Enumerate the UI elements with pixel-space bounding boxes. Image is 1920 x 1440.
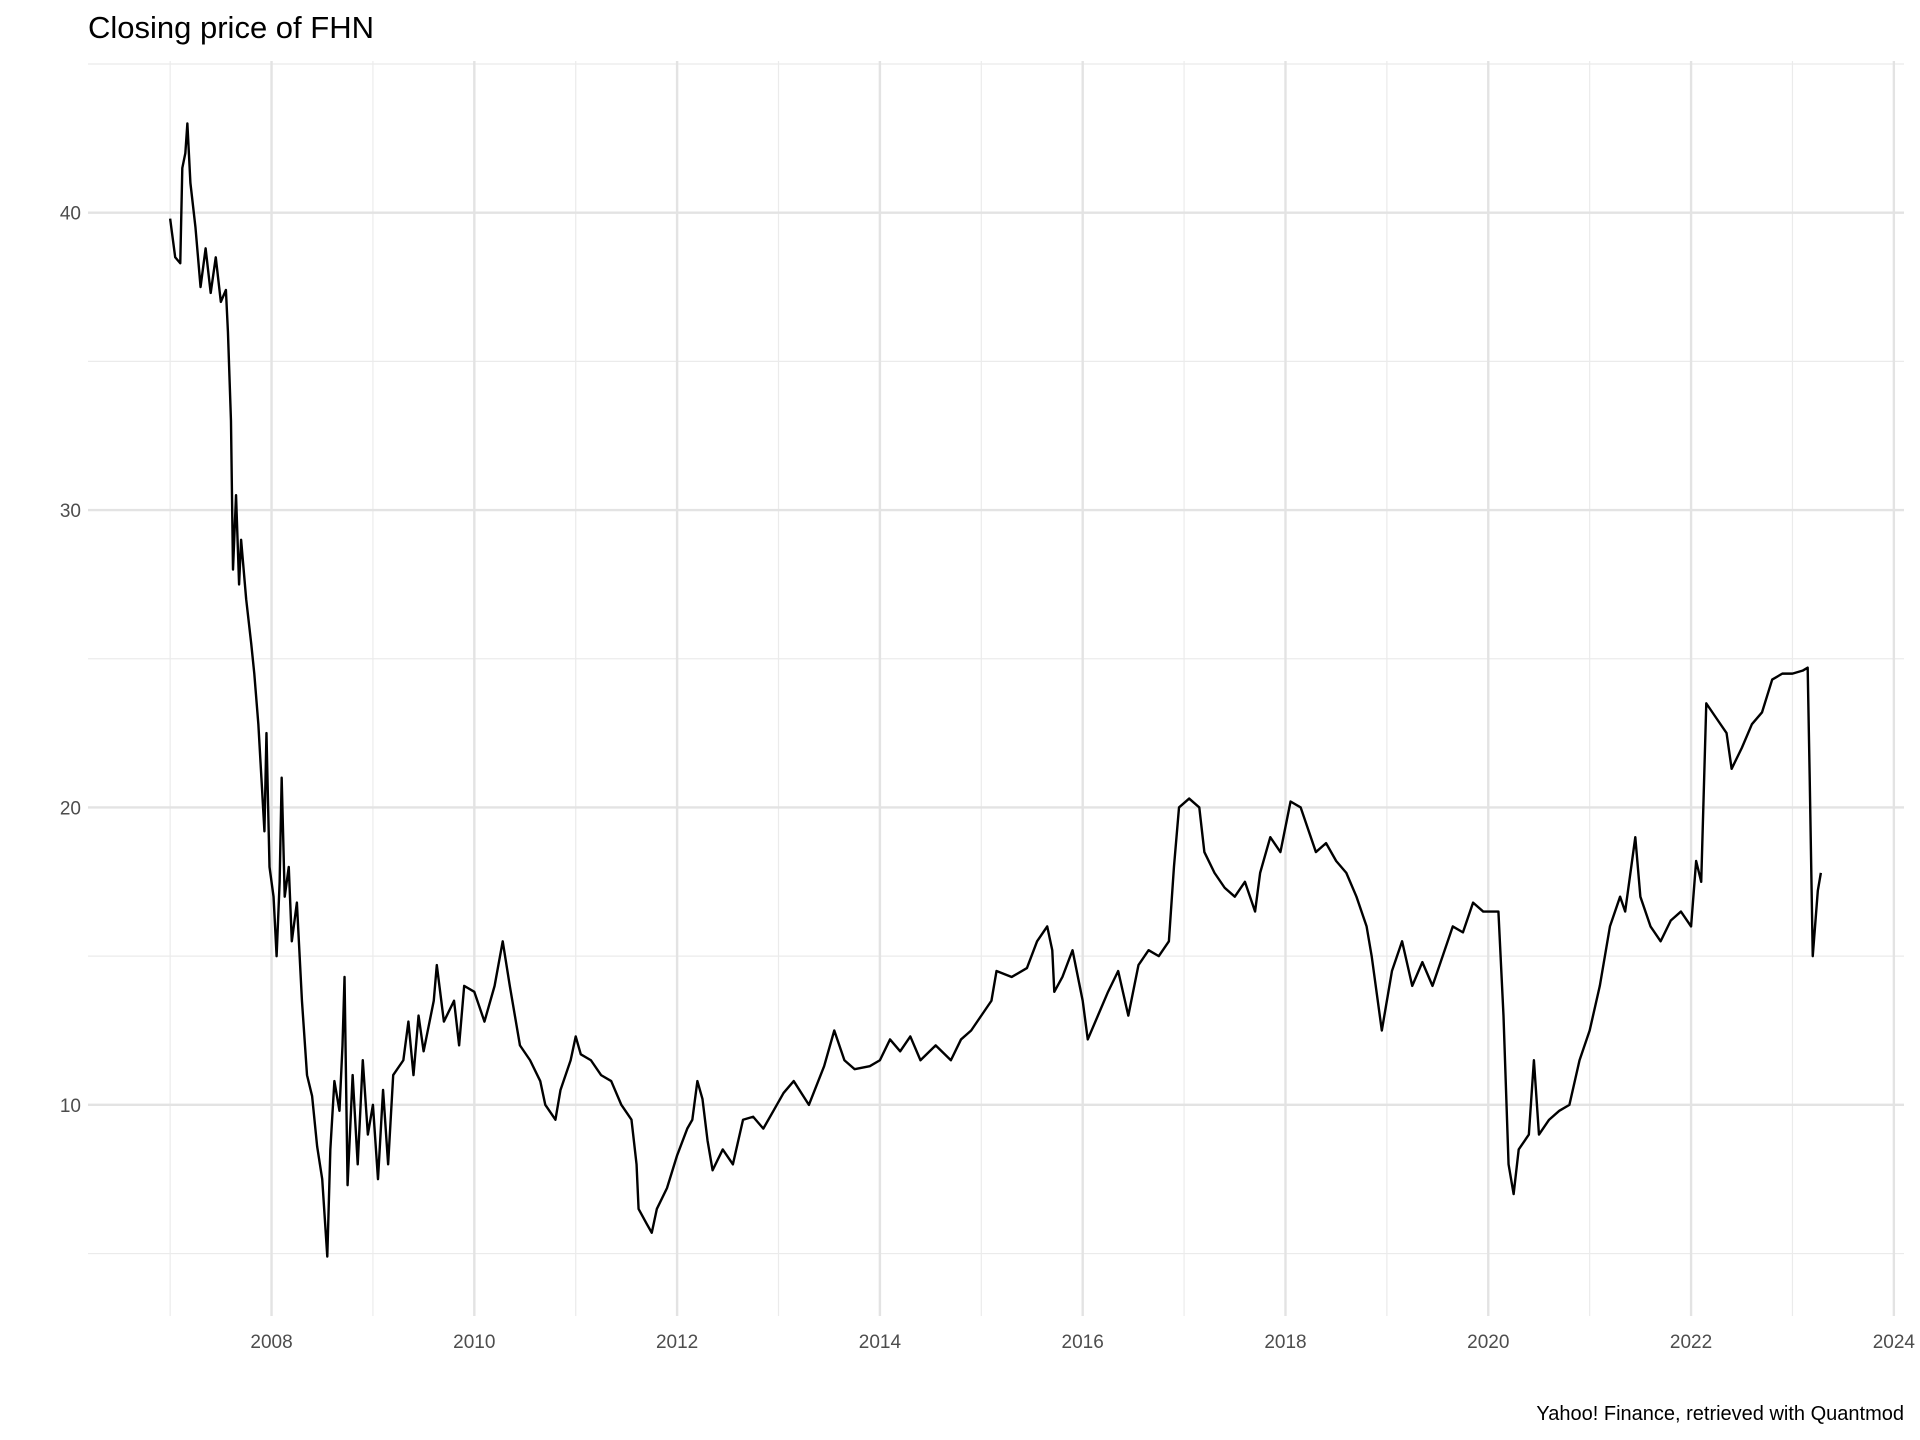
x-tick-label: 2020	[1467, 1332, 1509, 1353]
x-tick-label: 2010	[453, 1332, 495, 1353]
y-tick-label: 40	[60, 204, 81, 225]
x-tick-label: 2018	[1264, 1332, 1306, 1353]
x-tick-label: 2008	[250, 1332, 292, 1353]
y-tick-label: 30	[60, 501, 81, 522]
caption: Yahoo! Finance, retrieved with Quantmod	[1536, 1403, 1904, 1425]
x-tick-label: 2024	[1873, 1332, 1916, 1353]
x-tick-label: 2016	[1062, 1332, 1104, 1353]
x-tick-label: 2022	[1670, 1332, 1712, 1353]
y-tick-label: 20	[60, 798, 81, 819]
price-line	[168, 122, 1823, 1258]
x-tick-label: 2014	[859, 1332, 902, 1353]
y-tick-label: 10	[60, 1096, 81, 1117]
x-tick-label: 2012	[656, 1332, 698, 1353]
chart-title: Closing price of FHN	[88, 10, 374, 45]
